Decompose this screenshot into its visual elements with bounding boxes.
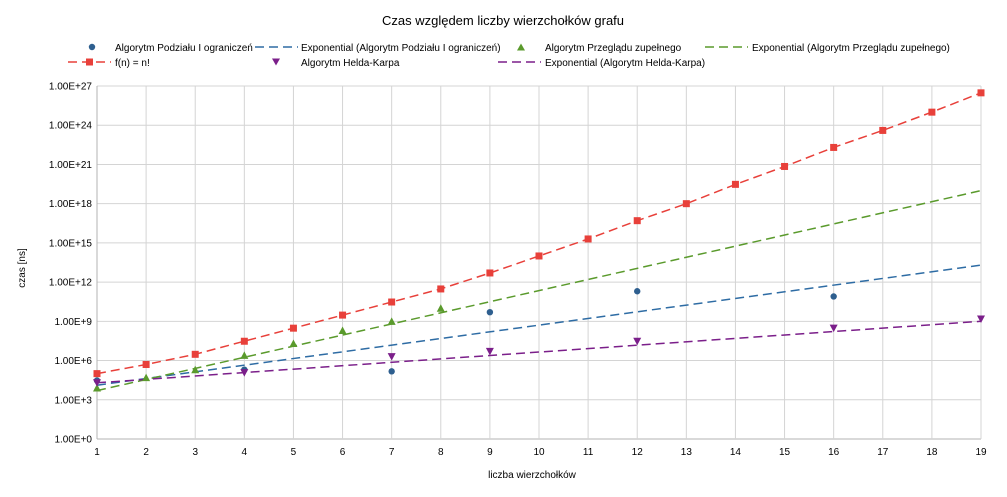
data-point-4 bbox=[781, 162, 789, 170]
data-point-5 bbox=[387, 353, 396, 361]
legend-label-4: f(n) = n! bbox=[115, 58, 150, 69]
data-point-4 bbox=[93, 370, 101, 378]
grid bbox=[96, 85, 982, 440]
data-point-4 bbox=[633, 217, 641, 225]
data-point-0 bbox=[634, 288, 641, 295]
legend-item-1: Exponential (Algorytm Podziału I ogranic… bbox=[255, 43, 501, 54]
legend-label-5: Algorytm Helda-Karpa bbox=[301, 58, 400, 69]
data-point-5 bbox=[240, 369, 249, 377]
y-tick-label: 1.00E+0 bbox=[54, 435, 92, 446]
data-point-4 bbox=[928, 108, 936, 116]
plot-area bbox=[93, 89, 985, 392]
chart-title: Czas względem liczby wierzchołków grafu bbox=[382, 13, 624, 28]
data-point-4 bbox=[584, 235, 592, 243]
y-tick-label: 1.00E+18 bbox=[49, 199, 93, 210]
x-tick-label: 11 bbox=[583, 447, 594, 458]
data-point-4 bbox=[486, 269, 494, 277]
legend-item-3: Exponential (Algorytm Przeglądu zupełneg… bbox=[705, 43, 950, 54]
data-point-4 bbox=[731, 180, 739, 188]
data-point-2 bbox=[93, 383, 101, 392]
legend-marker-5 bbox=[272, 58, 280, 66]
y-tick-label: 1.00E+15 bbox=[49, 238, 93, 249]
legend-item-6: Exponential (Algorytm Helda-Karpa) bbox=[498, 58, 705, 69]
legend-marker-4 bbox=[86, 58, 93, 66]
data-point-4 bbox=[142, 360, 150, 368]
x-tick-label: 16 bbox=[828, 447, 840, 458]
x-tick-label: 2 bbox=[143, 447, 149, 458]
data-point-4 bbox=[437, 285, 445, 293]
x-tick-label: 4 bbox=[242, 447, 248, 458]
y-axis-ticks: 1.00E+0 1.00E+3 1.00E+6 1.00E+9 1.00E+12 1.00… bbox=[49, 82, 93, 446]
data-point-2 bbox=[289, 339, 298, 348]
data-point-2 bbox=[387, 317, 396, 325]
x-tick-label: 3 bbox=[192, 447, 198, 458]
data-point-5 bbox=[633, 337, 642, 346]
data-point-2 bbox=[436, 304, 445, 312]
data-point-5 bbox=[977, 315, 985, 324]
x-axis-ticks: 1 2 3 4 5 6 7 8 9 10 11 12 13 14 15 16 17 18 19 bbox=[94, 447, 987, 458]
y-tick-label: 1.00E+12 bbox=[49, 278, 93, 289]
x-tick-label: 17 bbox=[877, 447, 889, 458]
data-point-0 bbox=[486, 308, 494, 316]
x-tick-label: 18 bbox=[926, 447, 938, 458]
data-point-5 bbox=[829, 324, 838, 333]
legend-label-3: Exponential (Algorytm Przeglądu zupełneg… bbox=[752, 43, 950, 54]
legend-label-6: Exponential (Algorytm Helda-Karpa) bbox=[545, 58, 705, 69]
data-point-4 bbox=[191, 350, 199, 358]
legend-item-4: f(n) = n! bbox=[68, 58, 150, 69]
data-point-4 bbox=[535, 252, 543, 260]
y-tick-label: 1.00E+24 bbox=[49, 121, 93, 132]
legend-item-2: Algorytm Przeglądu zupełnego bbox=[517, 43, 682, 54]
series-line-3 bbox=[96, 189, 982, 392]
legend-label-1: Exponential (Algorytm Podziału I ogranic… bbox=[301, 43, 501, 54]
data-point-4 bbox=[339, 311, 347, 319]
x-tick-label: 7 bbox=[389, 447, 395, 458]
x-tick-label: 8 bbox=[438, 447, 444, 458]
y-tick-label: 1.00E+3 bbox=[54, 395, 92, 406]
data-point-5 bbox=[485, 347, 494, 356]
data-point-4 bbox=[289, 324, 297, 332]
x-tick-label: 19 bbox=[975, 447, 987, 458]
legend-marker-0 bbox=[88, 43, 96, 51]
y-tick-label: 1.00E+6 bbox=[54, 356, 92, 367]
x-tick-label: 6 bbox=[340, 447, 346, 458]
y-tick-label: 1.00E+21 bbox=[49, 160, 93, 171]
legend-label-0: Algorytm Podziału I ograniczeń bbox=[115, 43, 253, 54]
data-point-2 bbox=[191, 365, 200, 374]
legend-item-0: Algorytm Podziału I ograniczeń bbox=[88, 43, 253, 54]
data-point-0 bbox=[388, 368, 395, 375]
data-point-4 bbox=[830, 143, 838, 151]
y-axis-label: czas [ns] bbox=[17, 248, 28, 288]
data-point-4 bbox=[388, 298, 396, 306]
legend-item-5: Algorytm Helda-Karpa bbox=[272, 58, 400, 69]
data-point-4 bbox=[240, 337, 248, 345]
data-point-4 bbox=[879, 126, 887, 134]
x-tick-label: 14 bbox=[730, 447, 742, 458]
x-tick-label: 13 bbox=[681, 447, 693, 458]
data-point-4 bbox=[977, 89, 985, 97]
data-point-0 bbox=[830, 293, 837, 300]
y-tick-label: 1.00E+27 bbox=[49, 82, 93, 93]
x-tick-label: 9 bbox=[487, 447, 493, 458]
y-tick-label: 1.00E+9 bbox=[54, 317, 92, 328]
legend-label-2: Algorytm Przeglądu zupełnego bbox=[545, 43, 682, 54]
x-tick-label: 15 bbox=[779, 447, 791, 458]
x-tick-label: 1 bbox=[94, 447, 100, 458]
x-tick-label: 10 bbox=[533, 447, 545, 458]
legend: Algorytm Podziału I ograniczeń Exponenti… bbox=[68, 43, 950, 69]
x-tick-label: 5 bbox=[291, 447, 297, 458]
data-point-5 bbox=[93, 379, 101, 387]
data-point-2 bbox=[142, 373, 151, 382]
x-tick-label: 12 bbox=[632, 447, 644, 458]
data-point-2 bbox=[240, 351, 249, 359]
data-point-4 bbox=[682, 200, 690, 208]
x-axis-label: liczba wierzchołków bbox=[488, 470, 577, 481]
series-line-1 bbox=[96, 264, 982, 386]
legend-marker-2 bbox=[517, 43, 525, 51]
data-point-2 bbox=[338, 326, 347, 334]
